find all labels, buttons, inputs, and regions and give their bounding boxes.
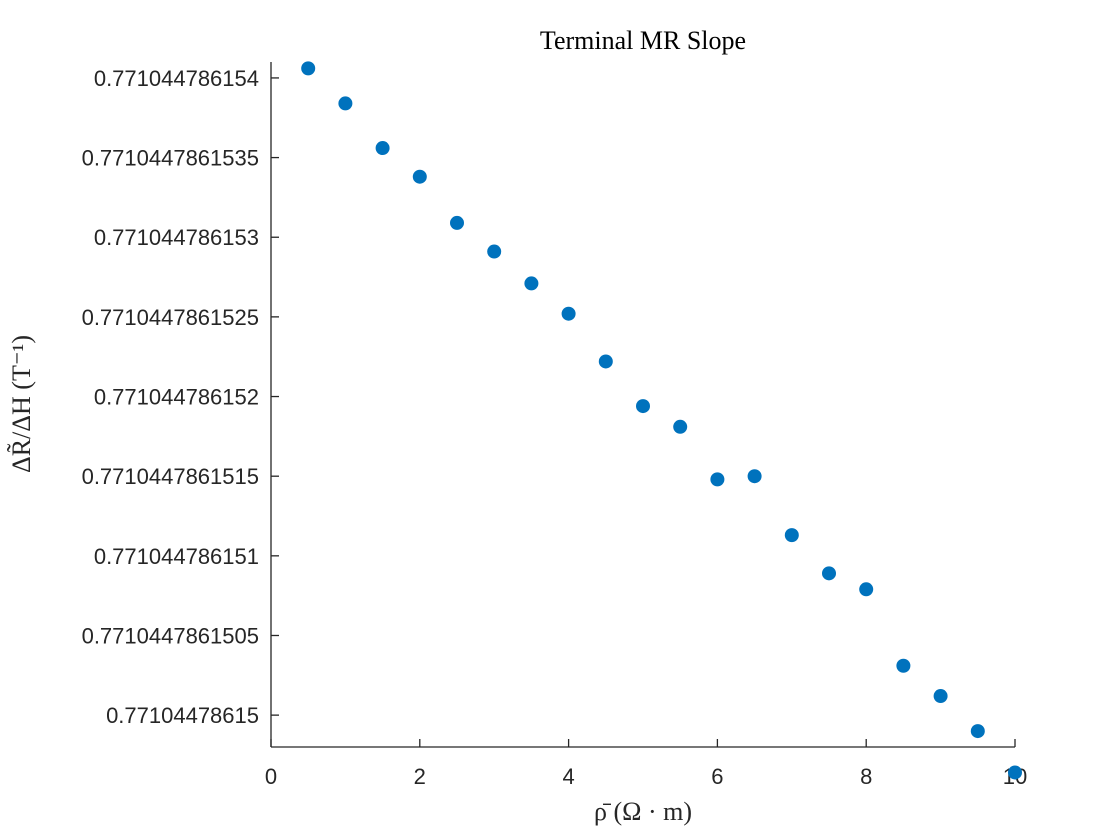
y-tick-label: 0.771044786153 <box>94 225 259 250</box>
y-tick-label: 0.7710447861505 <box>82 623 259 648</box>
data-point <box>970 724 985 739</box>
y-tick-label: 0.7710447861515 <box>82 464 259 489</box>
data-point <box>412 169 427 184</box>
data-point <box>1008 765 1022 780</box>
y-tick-label: 0.77104478615 <box>106 703 259 728</box>
data-point <box>375 141 390 156</box>
y-tick-label: 0.771044786152 <box>94 385 259 410</box>
y-axis-label: ΔR̃/ΔH (T⁻¹) <box>7 335 36 473</box>
x-tick-label: 8 <box>860 764 872 789</box>
y-tick-label: 0.7710447861535 <box>82 146 259 171</box>
data-point <box>933 689 948 704</box>
data-point <box>598 354 613 369</box>
x-tick-label: 4 <box>562 764 574 789</box>
data-point <box>710 472 725 487</box>
data-point <box>822 566 836 581</box>
data-point <box>747 469 762 484</box>
y-tick-label: 0.771044786151 <box>94 544 259 569</box>
y-tick-label: 0.771044786154 <box>94 66 259 91</box>
data-point <box>673 419 688 434</box>
data-points <box>301 61 1022 780</box>
data-point <box>636 399 650 414</box>
data-point <box>524 276 539 291</box>
data-point <box>561 306 576 321</box>
data-point <box>784 528 799 543</box>
x-tick-label: 6 <box>711 764 723 789</box>
x-tick-label: 0 <box>265 764 277 789</box>
y-ticks: 0.771044786154 0.7710447861535 0.771044786… <box>82 66 279 728</box>
x-tick-label: 2 <box>414 764 426 789</box>
plot-axes <box>270 62 1015 748</box>
data-point <box>338 96 353 111</box>
data-point <box>487 244 502 259</box>
data-point <box>301 61 316 76</box>
data-point <box>859 582 874 597</box>
data-point <box>896 658 911 673</box>
chart-title: Terminal MR Slope <box>540 26 746 55</box>
data-point <box>450 215 464 230</box>
x-axis-label: ρ̄ (Ω · m) <box>594 797 692 826</box>
y-tick-label: 0.7710447861525 <box>82 305 259 330</box>
